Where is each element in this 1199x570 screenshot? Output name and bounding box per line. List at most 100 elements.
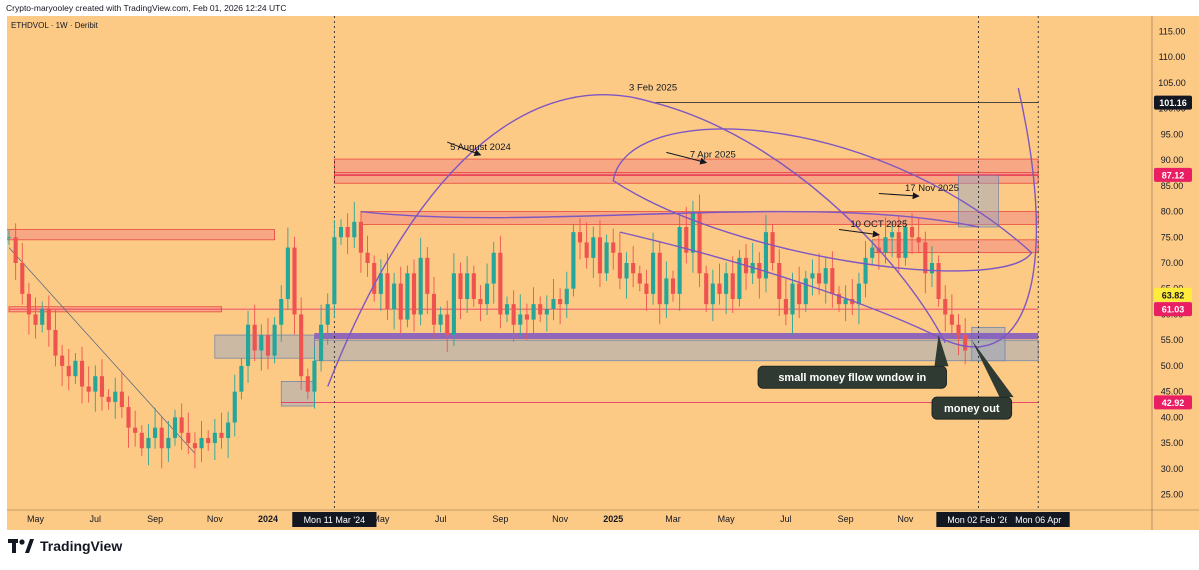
x-tick-label-9: 2025 — [603, 514, 623, 524]
price-label-text-2: 63.82 — [1162, 290, 1185, 300]
price-label-bg-3 — [1154, 302, 1192, 317]
candle-body-67 — [451, 273, 456, 336]
x-tick-label-4: 2024 — [258, 514, 278, 524]
y-tick-label-1: 30.00 — [1161, 464, 1184, 474]
candle-33 — [226, 411, 231, 459]
candle-106 — [710, 269, 715, 322]
candle-body-33 — [226, 422, 231, 438]
candle-body-124 — [830, 268, 835, 294]
candle-body-134 — [896, 232, 901, 258]
candle-body-64 — [431, 293, 437, 325]
candle-93 — [624, 252, 629, 299]
candle-6 — [46, 295, 51, 347]
candle-body-105 — [704, 273, 709, 305]
candle-14 — [99, 359, 105, 411]
candle-body-11 — [79, 360, 85, 387]
price-label-2: 63.82 — [1154, 287, 1192, 302]
candle-body-6 — [46, 309, 51, 330]
candle-body-45 — [305, 376, 310, 392]
candle-80 — [538, 296, 543, 323]
candle-body-102 — [684, 226, 689, 253]
candle-body-85 — [571, 232, 576, 289]
y-tick-label-4: 45.00 — [1161, 387, 1184, 397]
candle-104 — [697, 194, 702, 288]
candle-body-99 — [664, 278, 669, 305]
candle-body-136 — [909, 226, 915, 238]
candle-99 — [664, 261, 669, 319]
candle-body-77 — [518, 314, 523, 325]
candle-body-41 — [279, 299, 284, 325]
candle-body-75 — [504, 304, 510, 315]
candle-body-121 — [810, 273, 815, 279]
candle-body-43 — [292, 247, 297, 315]
x-tick-label-2: Sep — [147, 514, 163, 524]
candle-125 — [836, 286, 842, 312]
candle-body-7 — [53, 329, 58, 356]
candle-94 — [631, 246, 636, 288]
tradingview-footer[interactable]: TradingView — [8, 538, 122, 554]
candle-body-22 — [153, 427, 158, 438]
price-label-3: 61.03 — [1154, 302, 1192, 317]
candle-69 — [465, 256, 470, 313]
candle-102 — [684, 206, 689, 264]
candle-body-104 — [697, 211, 702, 274]
callout-text-1: money out — [944, 403, 1000, 415]
candle-23 — [159, 416, 164, 469]
y-tick-label-5: 50.00 — [1161, 361, 1184, 371]
candle-91 — [611, 228, 616, 270]
candle-body-27 — [186, 432, 191, 444]
candle-body-116 — [777, 263, 782, 300]
candle-body-0 — [7, 237, 12, 239]
price-label-text-3: 61.03 — [1162, 305, 1185, 315]
candle-0 — [7, 229, 12, 245]
candle-body-74 — [498, 252, 503, 315]
candle-85 — [571, 224, 576, 297]
candle-body-120 — [803, 278, 808, 305]
candle-body-29 — [199, 437, 204, 449]
candle-78 — [524, 303, 529, 340]
candle-109 — [730, 256, 735, 313]
callout-pointer-0 — [934, 335, 949, 367]
candle-120 — [803, 270, 808, 312]
candle-body-47 — [319, 324, 324, 361]
candle-body-89 — [597, 237, 603, 274]
candle-body-129 — [863, 257, 868, 284]
candle-48 — [325, 293, 330, 345]
candle-body-3 — [26, 293, 31, 315]
candle-41 — [279, 285, 284, 342]
candle-75 — [504, 296, 510, 323]
candle-133 — [890, 221, 895, 258]
candle-body-69 — [465, 273, 470, 300]
candle-15 — [106, 389, 111, 410]
x-tick-label-6: Jul — [435, 514, 447, 524]
x-tick-label-8: Nov — [552, 514, 569, 524]
x-marker-text-0: Mon 11 Mar '24 — [304, 515, 366, 525]
candle-body-113 — [757, 263, 762, 279]
x-marker-text-2: Mon 06 Apr — [1015, 515, 1061, 525]
candle-body-123 — [823, 268, 828, 284]
candle-body-90 — [604, 242, 609, 274]
callout-pointer-1 — [971, 340, 1014, 398]
y-tick-label-18: 115.00 — [1159, 26, 1186, 36]
candle-73 — [491, 241, 496, 304]
purple-right-curve — [619, 87, 1038, 348]
x-marker-label-0: Mon 11 Mar '24 — [292, 512, 377, 527]
candle-12 — [86, 366, 91, 403]
candle-body-141 — [943, 299, 948, 315]
candle-body-32 — [219, 432, 224, 438]
candle-body-96 — [644, 283, 649, 294]
candle-body-14 — [99, 376, 105, 397]
candle-43 — [292, 236, 297, 335]
candle-body-103 — [690, 211, 695, 253]
candle-body-39 — [265, 335, 271, 356]
trendline-decline — [8, 247, 196, 454]
candle-129 — [863, 240, 868, 298]
candle-81 — [544, 295, 549, 332]
candle-16 — [113, 377, 118, 419]
purple-ellipse-curve — [612, 128, 1033, 272]
candle-51 — [345, 213, 350, 255]
callout-box-1 — [931, 396, 1013, 420]
candle-body-55 — [372, 263, 377, 294]
candle-34 — [232, 374, 237, 437]
